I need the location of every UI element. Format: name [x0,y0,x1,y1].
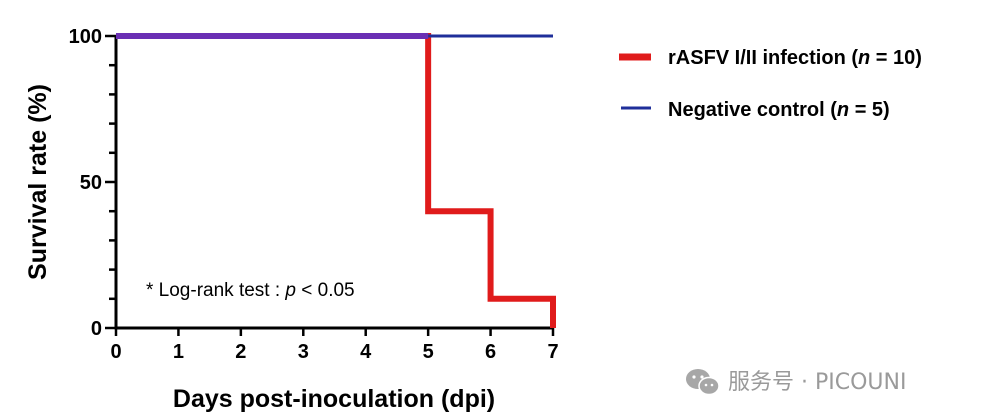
wechat-icon [686,369,720,396]
x-axis-title: Days post-inoculation (dpi) [173,385,495,413]
legend: rASFV I/II infection (n = 10) Negative c… [619,47,922,121]
y-tick-label: 50 [80,172,102,194]
series-layer [116,33,556,328]
legend-label-infection: rASFV I/II infection (n = 10) [668,47,922,69]
y-tick-label: 100 [69,26,102,48]
x-tick-label: 0 [110,341,121,363]
x-tick-label: 1 [173,341,184,363]
annotation-suffix: < 0.05 [296,280,355,301]
axes [105,34,555,336]
annotation-italic: p [284,280,296,301]
legend-label-control: Negative control (n = 5) [668,99,890,121]
y-axis-title: Survival rate (%) [24,84,52,280]
x-tick-label: 3 [298,341,309,363]
legend-item-infection: rASFV I/II infection (n = 10) [619,47,922,69]
watermark-text: 服务号 · PICOUNI [728,370,906,395]
x-tick-label: 4 [360,341,372,363]
x-tick-label: 7 [547,341,558,363]
x-tick-label: 2 [235,341,246,363]
x-tick-label: 6 [485,341,496,363]
x-tick-label: 5 [423,341,434,363]
y-tick-label: 0 [91,318,102,340]
watermark: 服务号 · PICOUNI [686,369,906,396]
log-rank-annotation: * Log-rank test : p < 0.05 [146,280,355,301]
annotation-prefix: * Log-rank test : [146,280,285,301]
legend-item-control: Negative control (n = 5) [621,99,890,121]
tick-labels: 0 1 2 3 4 5 6 7 0 50 100 [69,26,559,363]
